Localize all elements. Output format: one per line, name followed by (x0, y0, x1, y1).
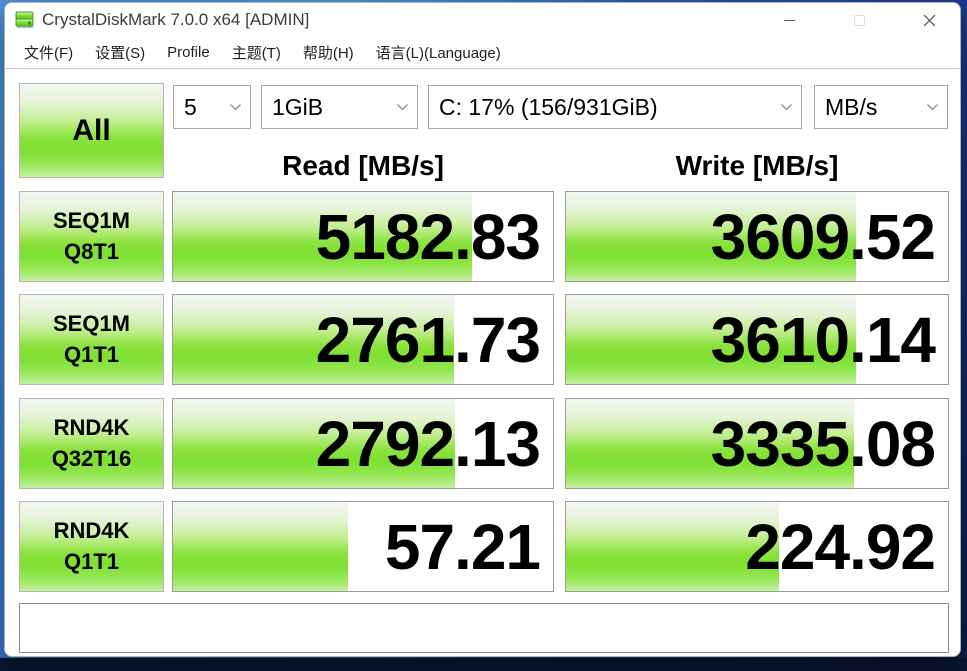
test-size-select[interactable]: 1GiB (261, 85, 418, 129)
test-size-value: 1GiB (272, 93, 324, 120)
menu-settings[interactable]: 设置(S) (95, 45, 146, 62)
menu-profile[interactable]: Profile (167, 44, 210, 61)
test-name: SEQ1M (52, 311, 131, 336)
write-score: 3609.52 (710, 200, 936, 273)
app-window: CrystalDiskMark 7.0.0 x64 [ADMIN] 文件(F) … (4, 2, 961, 657)
minimize-button[interactable] (766, 6, 812, 34)
write-result-cell: 3610.14 (565, 294, 949, 385)
status-message-box[interactable] (19, 603, 949, 653)
read-result-cell: 57.21 (172, 501, 554, 592)
queue-thread: Q1T1 (63, 342, 120, 367)
test-name: RND4K (53, 415, 130, 440)
minimize-icon (783, 19, 795, 21)
disk-drive-icon (15, 11, 34, 28)
chevron-down-icon (397, 104, 408, 111)
test-button-seq1m-q1t1[interactable]: SEQ1M Q1T1 (19, 294, 164, 385)
queue-thread: Q32T16 (51, 446, 132, 471)
score-bar (173, 502, 348, 591)
run-count-select[interactable]: 5 (173, 85, 251, 129)
menu-help[interactable]: 帮助(H) (302, 45, 354, 62)
window-title: CrystalDiskMark 7.0.0 x64 [ADMIN] (42, 10, 310, 29)
score-bar (173, 295, 455, 384)
target-drive-value: C: 17% (156/931GiB) (439, 93, 658, 120)
read-result-cell: 2761.73 (172, 294, 554, 385)
target-drive-select[interactable]: C: 17% (156/931GiB) (428, 85, 802, 129)
score-bar (566, 399, 854, 488)
chevron-down-icon (781, 104, 792, 111)
write-column-header: Write [MB/s] (675, 150, 839, 181)
run-count-value: 5 (184, 93, 197, 120)
maximize-button[interactable] (836, 6, 882, 34)
write-score: 3610.14 (710, 303, 936, 376)
unit-value: MB/s (825, 93, 878, 120)
maximize-icon (853, 14, 865, 26)
write-result-cell: 3609.52 (565, 191, 949, 282)
test-button-rnd4k-q32t16[interactable]: RND4K Q32T16 (19, 398, 164, 489)
write-score: 224.92 (745, 510, 936, 583)
score-bar (566, 192, 857, 281)
score-bar (566, 295, 857, 384)
close-button[interactable] (906, 6, 952, 34)
queue-thread: Q8T1 (63, 239, 120, 264)
queue-thread: Q1T1 (63, 549, 120, 574)
score-bar (566, 502, 780, 591)
read-score: 57.21 (384, 510, 541, 583)
read-result-cell: 5182.83 (172, 191, 554, 282)
menu-file[interactable]: 文件(F) (24, 45, 74, 62)
title-bar: CrystalDiskMark 7.0.0 x64 [ADMIN] (5, 3, 960, 37)
write-result-cell: 224.92 (565, 501, 949, 592)
read-result-cell: 2792.13 (172, 398, 554, 489)
menu-theme[interactable]: 主题(T) (231, 45, 281, 62)
read-score: 5182.83 (315, 200, 541, 273)
test-name: SEQ1M (52, 208, 131, 233)
score-bar (173, 192, 472, 281)
score-bar (173, 399, 455, 488)
read-column-header: Read [MB/s] (282, 150, 444, 181)
test-name: RND4K (53, 518, 130, 543)
read-score: 2792.13 (315, 407, 541, 480)
close-icon (923, 14, 935, 26)
read-score: 2761.73 (315, 303, 541, 376)
menu-language[interactable]: 语言(L)(Language) (375, 45, 501, 62)
run-all-button[interactable]: All (19, 83, 164, 178)
chevron-down-icon (230, 104, 241, 111)
test-button-rnd4k-q1t1[interactable]: RND4K Q1T1 (19, 501, 164, 592)
window-controls (766, 5, 952, 35)
chevron-down-icon (927, 104, 938, 111)
write-score: 3335.08 (710, 407, 936, 480)
menu-bar: 文件(F) 设置(S) Profile 主题(T) 帮助(H) 语言(L)(La… (5, 37, 960, 69)
test-button-seq1m-q8t1[interactable]: SEQ1M Q8T1 (19, 191, 164, 282)
write-result-cell: 3335.08 (565, 398, 949, 489)
unit-select[interactable]: MB/s (814, 85, 948, 129)
